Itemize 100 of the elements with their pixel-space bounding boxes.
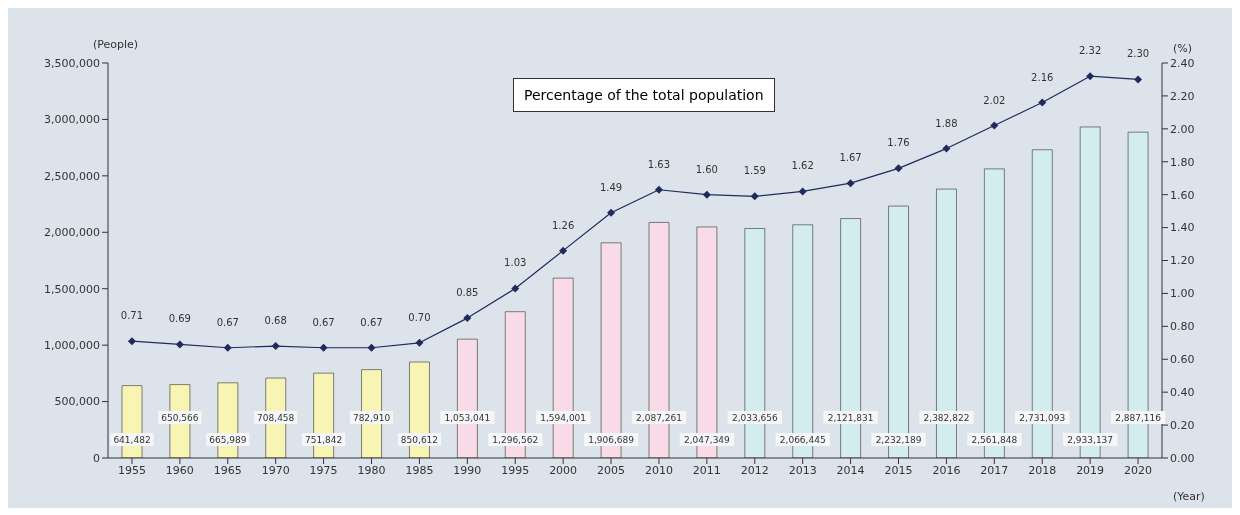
- data-label: 1.63: [647, 158, 671, 170]
- y-tick-label: 2,500,000: [44, 169, 100, 183]
- x-tick-label: 1970: [261, 463, 290, 477]
- point: [559, 246, 568, 255]
- y2-tick-label: 1.80: [1170, 155, 1195, 169]
- x-tick-label: 1985: [405, 463, 434, 477]
- y2-tick-label: 0.20: [1170, 418, 1195, 432]
- y2-tick-label: 1.60: [1170, 188, 1195, 202]
- data-label: 782,910: [352, 412, 391, 423]
- data-label: 1.26: [552, 219, 575, 231]
- data-label: 2,033,656: [731, 412, 778, 423]
- data-label: 0.85: [456, 287, 479, 299]
- data-label: 1.67: [839, 152, 862, 164]
- point: [654, 185, 663, 194]
- x-tick-label: 2015: [884, 463, 913, 477]
- data-label: 2.16: [1031, 71, 1054, 83]
- x-tick-label: 1965: [213, 463, 242, 477]
- x-tick-label: 2010: [644, 463, 673, 477]
- point: [415, 338, 424, 347]
- data-label: 2,561,848: [971, 434, 1018, 445]
- y2-tick-label: 0.80: [1170, 320, 1195, 334]
- x-tick-label: 2013: [788, 463, 817, 477]
- y2-tick-label: 0.40: [1170, 386, 1195, 400]
- data-label: 2,887,116: [1115, 412, 1162, 423]
- y2-tick-label: 1.20: [1170, 254, 1195, 268]
- x-tick-label: 1975: [309, 463, 338, 477]
- data-label: 650,566: [161, 412, 199, 423]
- y-tick-label: 0: [93, 451, 100, 465]
- data-label: 1,053,041: [444, 412, 491, 423]
- x-tick-label: 2017: [980, 463, 1009, 477]
- point: [1134, 75, 1143, 84]
- point: [607, 208, 616, 217]
- data-label: 1.59: [743, 165, 766, 177]
- data-label: 2.30: [1126, 48, 1150, 60]
- data-label: 0.67: [312, 316, 335, 328]
- y2-tick-label: 0.00: [1170, 451, 1195, 465]
- point: [846, 179, 855, 188]
- point: [1086, 72, 1095, 81]
- x-tick-label: 2020: [1124, 463, 1153, 477]
- x-tick-label: 2018: [1028, 463, 1057, 477]
- x-tick-label: 2019: [1076, 463, 1105, 477]
- point: [127, 337, 136, 346]
- y2-tick-label: 2.20: [1170, 89, 1195, 103]
- data-label: 2,066,445: [779, 434, 826, 445]
- point: [175, 340, 184, 349]
- y-tick-label: 1,000,000: [44, 339, 100, 353]
- data-label: 1.88: [935, 117, 958, 129]
- point: [367, 343, 376, 352]
- data-label: 2.02: [983, 94, 1006, 106]
- y-tick-label: 2,000,000: [44, 226, 100, 240]
- x-tick-label: 2011: [692, 463, 721, 477]
- point: [463, 314, 472, 323]
- point: [1038, 98, 1047, 107]
- data-label: 0.67: [360, 316, 383, 328]
- y-tick-label: 3,500,000: [44, 56, 100, 70]
- data-label: 1,906,689: [588, 434, 635, 445]
- point: [223, 343, 232, 352]
- data-label: 0.68: [264, 315, 287, 327]
- data-label: 0.69: [168, 313, 191, 325]
- y-tick-label: 3,000,000: [44, 113, 100, 127]
- data-label: 2,933,137: [1067, 434, 1114, 445]
- data-label: 2,047,349: [684, 434, 731, 445]
- y2-tick-label: 2.00: [1170, 122, 1195, 136]
- data-label: 1.62: [791, 160, 814, 172]
- data-label: 0.70: [408, 311, 431, 323]
- data-label: 641,482: [113, 434, 151, 445]
- data-label: 2,121,831: [827, 412, 874, 423]
- y-axis-title: (People): [93, 38, 139, 51]
- point: [319, 343, 328, 352]
- point: [990, 121, 999, 130]
- y2-axis-title: (%): [1173, 42, 1193, 55]
- data-label: 850,612: [400, 434, 439, 445]
- point: [511, 284, 520, 293]
- data-label: 1,594,001: [540, 412, 587, 423]
- annotation: Percentage of the total population: [513, 78, 775, 112]
- y2-tick-label: 1.40: [1170, 221, 1195, 235]
- data-label: 2.32: [1079, 45, 1102, 57]
- data-label: 2,382,822: [923, 412, 970, 423]
- data-label: 751,842: [305, 434, 343, 445]
- data-label: 2,232,189: [875, 434, 922, 445]
- point: [894, 164, 903, 173]
- data-label: 1.60: [695, 163, 718, 175]
- data-label: 0.71: [120, 310, 144, 322]
- data-label: 2,731,093: [1019, 412, 1066, 423]
- y2-tick-label: 1.00: [1170, 287, 1195, 301]
- x-tick-label: 2016: [932, 463, 961, 477]
- x-tick-label: 2000: [549, 463, 578, 477]
- y2-tick-label: 2.40: [1170, 56, 1195, 70]
- data-label: 1,296,562: [492, 434, 539, 445]
- x-tick-label: 1955: [117, 463, 146, 477]
- point: [798, 187, 807, 196]
- data-label: 0.67: [216, 316, 239, 328]
- point: [942, 144, 951, 153]
- data-label: 665,989: [209, 434, 247, 445]
- x-tick-label: 1990: [453, 463, 482, 477]
- data-label: 1.49: [599, 181, 623, 193]
- point: [702, 190, 711, 199]
- x-tick-label: 2014: [836, 463, 865, 477]
- data-label: 1.76: [887, 137, 910, 149]
- x-tick-label: 1980: [357, 463, 386, 477]
